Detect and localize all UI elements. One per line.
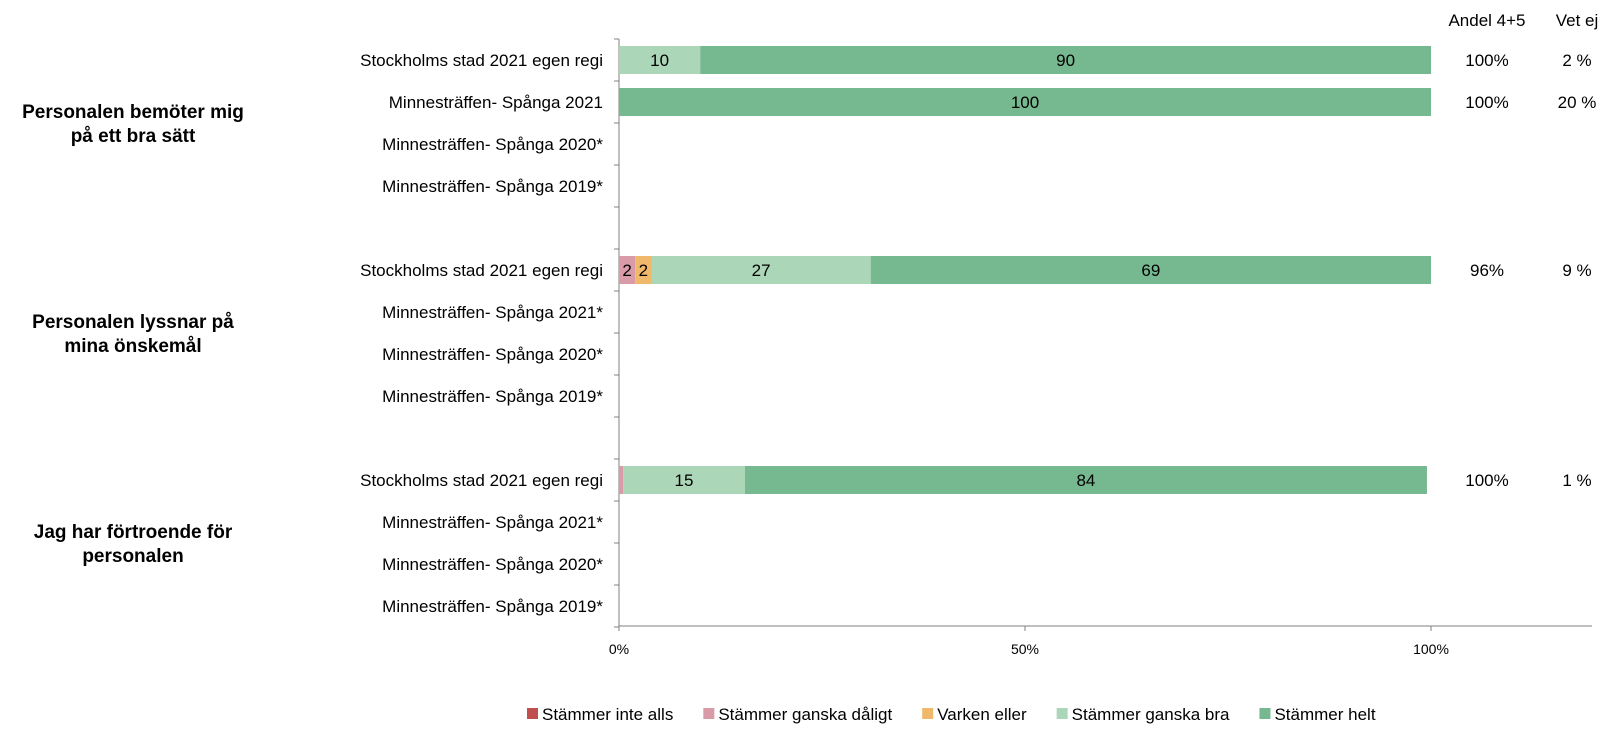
row-label: Minnesträffen- Spånga 2020*: [382, 135, 603, 154]
legend-entry: Stämmer ganska bra: [1072, 705, 1230, 724]
andel-value: 100%: [1465, 471, 1508, 490]
legend-entry: Stämmer ganska dåligt: [718, 705, 892, 724]
axis-layer: [614, 38, 1592, 631]
legend-entry: Stämmer inte alls: [542, 705, 673, 724]
bar-segment: [623, 466, 745, 494]
column-header: Vet ej: [1556, 11, 1599, 30]
bar-segment: [870, 256, 1431, 284]
segment-label: 27: [752, 261, 771, 280]
segment-label: 100: [1011, 93, 1039, 112]
legend-swatch: [922, 708, 934, 719]
bar-segment: [700, 46, 1431, 74]
legend-entry: Varken eller: [937, 705, 1027, 724]
segment-label: 90: [1056, 51, 1075, 70]
bar-segment: [635, 256, 652, 284]
legend-swatch: [1056, 708, 1068, 719]
bar-segment: [619, 256, 636, 284]
group-title: på ett bra sätt: [71, 126, 196, 147]
bar-segment: [619, 46, 701, 74]
bar-segment: [744, 466, 1427, 494]
row-label: Stockholms stad 2021 egen regi: [360, 471, 603, 490]
bars-layer: [619, 46, 1431, 494]
x-tick-label: 0%: [609, 641, 629, 657]
row-label: Minnesträffen- Spånga 2021*: [382, 303, 603, 322]
segment-label: 84: [1076, 471, 1095, 490]
legend-entry: Stämmer helt: [1274, 705, 1375, 724]
bar-segment: [619, 88, 1431, 116]
segment-label: 2: [622, 261, 631, 280]
segment-label: 69: [1141, 261, 1160, 280]
group-title: personalen: [82, 546, 183, 567]
labels-layer: Andel 4+5 Vet ej Stockholms stad 2021 egen…: [22, 11, 1598, 657]
segment-label: 15: [674, 471, 693, 490]
andel-value: 96%: [1470, 261, 1504, 280]
row-label: Minnesträffen- Spånga 2020*: [382, 345, 603, 364]
group-title: Personalen bemöter mig: [22, 102, 244, 123]
andel-value: 100%: [1465, 93, 1508, 112]
row-label: Minnesträffen- Spånga 2019*: [382, 597, 603, 616]
row-label: Minnesträffen- Spånga 2019*: [382, 387, 603, 406]
vetej-value: 2 %: [1562, 51, 1591, 70]
x-tick-label: 50%: [1011, 641, 1039, 657]
x-tick-label: 100%: [1413, 641, 1449, 657]
andel-value: 100%: [1465, 51, 1508, 70]
row-label: Minnesträffen- Spånga 2021*: [382, 513, 603, 532]
vetej-value: 9 %: [1562, 261, 1591, 280]
vetej-value: 20 %: [1558, 93, 1597, 112]
row-label: Stockholms stad 2021 egen regi: [360, 261, 603, 280]
segment-label: 2: [639, 261, 648, 280]
segment-label: 10: [650, 51, 669, 70]
legend: Stämmer inte alls Stämmer ganska dåligt Va…: [527, 705, 1376, 724]
legend-swatch: [1259, 708, 1271, 719]
bar-segment: [651, 256, 871, 284]
row-label: Stockholms stad 2021 egen regi: [360, 51, 603, 70]
group-title: Jag har förtroende för: [34, 522, 233, 543]
legend-swatch: [527, 708, 538, 719]
vetej-value: 1 %: [1562, 471, 1591, 490]
column-header: Andel 4+5: [1448, 11, 1525, 30]
row-label: Minnesträffen- Spånga 2021: [389, 93, 603, 112]
row-label: Minnesträffen- Spånga 2019*: [382, 177, 603, 196]
legend-swatch: [703, 708, 715, 719]
group-title: Personalen lyssnar på: [32, 312, 234, 333]
row-label: Minnesträffen- Spånga 2020*: [382, 555, 603, 574]
group-title: mina önskemål: [64, 336, 201, 357]
bar-segment: [619, 466, 624, 494]
